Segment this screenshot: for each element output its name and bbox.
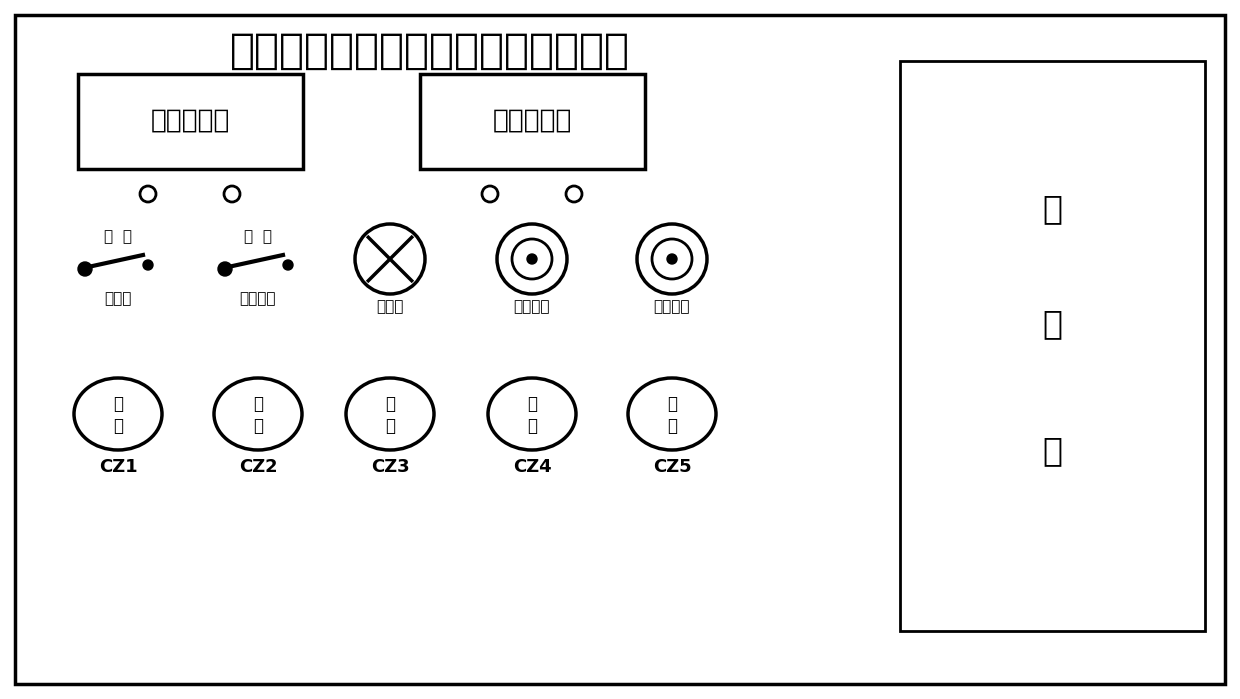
Text: 直流电流表: 直流电流表	[492, 108, 572, 134]
Text: 总开关: 总开关	[104, 291, 131, 306]
Text: 系统供电: 系统供电	[239, 291, 277, 306]
Circle shape	[527, 254, 537, 264]
Circle shape	[283, 260, 293, 270]
Circle shape	[652, 239, 692, 279]
Circle shape	[667, 254, 677, 264]
Text: 电: 电	[1042, 192, 1061, 226]
Circle shape	[497, 224, 567, 294]
Ellipse shape	[489, 378, 577, 450]
Text: 通讯天线: 通讯天线	[653, 299, 691, 315]
Circle shape	[565, 186, 582, 202]
Text: 座: 座	[527, 417, 537, 435]
Text: 直流电压表: 直流电压表	[150, 108, 229, 134]
Text: 直流保险: 直流保险	[513, 299, 551, 315]
Text: 座: 座	[667, 417, 677, 435]
Text: 座: 座	[253, 417, 263, 435]
Text: 接  通: 接 通	[104, 229, 131, 245]
Bar	[420, 74, 645, 169]
Ellipse shape	[627, 378, 715, 450]
Ellipse shape	[74, 378, 162, 450]
Text: 插: 插	[113, 395, 123, 413]
Text: 插: 插	[667, 395, 677, 413]
Text: 插: 插	[253, 395, 263, 413]
Circle shape	[482, 186, 498, 202]
Text: 座: 座	[384, 417, 396, 435]
Circle shape	[512, 239, 552, 279]
Text: CZ2: CZ2	[238, 458, 278, 476]
Text: CZ3: CZ3	[371, 458, 409, 476]
Text: 飞机近地告警系统地面离位检测装置: 飞机近地告警系统地面离位检测装置	[229, 30, 630, 72]
Text: 座: 座	[113, 417, 123, 435]
Circle shape	[224, 186, 241, 202]
Circle shape	[78, 262, 92, 276]
Text: 插: 插	[384, 395, 396, 413]
Text: CZ5: CZ5	[652, 458, 692, 476]
Circle shape	[143, 260, 153, 270]
Text: 缆: 缆	[1042, 308, 1061, 340]
Ellipse shape	[215, 378, 303, 450]
Ellipse shape	[346, 378, 434, 450]
Text: CZ4: CZ4	[512, 458, 552, 476]
Circle shape	[218, 262, 232, 276]
Text: CZ1: CZ1	[99, 458, 138, 476]
Bar	[78, 74, 303, 169]
Circle shape	[140, 186, 156, 202]
Text: 接  通: 接 通	[244, 229, 272, 245]
Bar	[900, 61, 1205, 631]
Text: 通讯灯: 通讯灯	[376, 299, 404, 315]
Text: 插: 插	[527, 395, 537, 413]
Circle shape	[637, 224, 707, 294]
Circle shape	[355, 224, 425, 294]
Text: 盒: 盒	[1042, 435, 1061, 468]
